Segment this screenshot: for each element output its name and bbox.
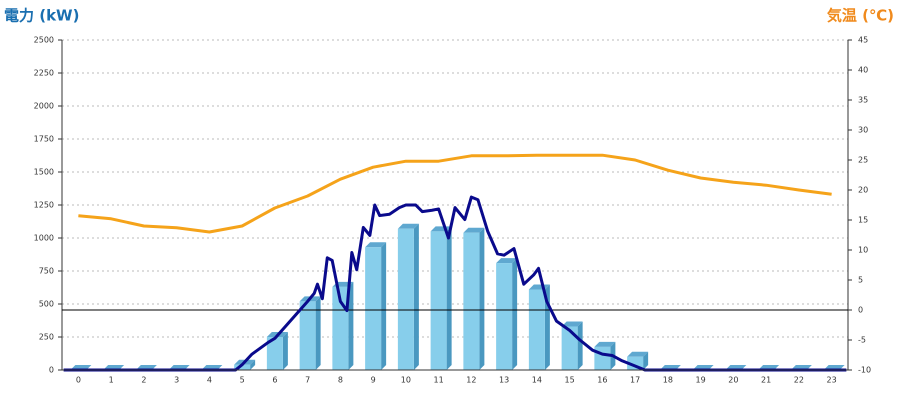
bar-side [315,296,321,370]
x-tick-label: 17 [630,376,640,385]
x-tick-label: 7 [305,376,310,385]
y2-tick-label: -5 [858,336,866,345]
bar-top [496,258,518,264]
x-tick-label: 22 [794,376,804,385]
y2-tick-label: 20 [858,186,868,195]
bar [365,247,382,370]
bar-top [397,223,419,229]
x-tick-label: 6 [272,376,277,385]
bar-side [643,351,649,370]
bar-side [250,359,256,370]
x-tick-label: 14 [532,376,542,385]
y-tick-label: 0 [49,366,54,375]
x-tick-label: 3 [174,376,179,385]
x-tick-label: 8 [338,376,343,385]
y2-tick-label: 10 [858,246,868,255]
y-tick-label: 500 [39,300,54,309]
line [78,153,832,234]
y-tick-label: 1500 [34,168,54,177]
y-tick-label: 1750 [34,135,54,144]
y2-tick-label: 25 [858,156,868,165]
bar [397,228,414,370]
x-tick-label: 12 [466,376,476,385]
x-tick-label: 5 [240,376,245,385]
bar-top [561,321,583,327]
bar [430,231,447,370]
x-tick-label: 11 [434,376,444,385]
y2-tick-label: 30 [858,126,868,135]
x-tick-label: 1 [109,376,114,385]
bar-top [365,242,387,248]
y2-tick-label: 15 [858,216,868,225]
bar [234,364,251,370]
bar-side [282,332,288,370]
y2-tick-label: 35 [858,96,868,105]
bar-top [594,341,616,347]
y2-axis-title: 気温 (℃) [827,7,894,25]
bar [496,263,513,370]
y2-tick-label: 45 [858,36,868,45]
x-tick-label: 19 [696,376,706,385]
y-tick-label: 1000 [34,234,54,243]
bar [299,301,316,370]
y2-tick-label: 0 [858,306,863,315]
x-tick-label: 4 [207,376,212,385]
x-tick-label: 9 [371,376,376,385]
y-tick-label: 750 [39,267,54,276]
bar-top [463,227,485,233]
bar-side [577,321,583,370]
y-tick-label: 2500 [34,36,54,45]
x-tick-label: 2 [141,376,146,385]
x-tick-label: 23 [827,376,837,385]
y2-tick-label: 5 [858,276,863,285]
bar-top [627,351,649,357]
x-tick-label: 16 [597,376,607,385]
x-tick-label: 0 [76,376,81,385]
bar [266,337,283,370]
bar-side [512,258,518,370]
y-axis-title: 電力 (kW) [4,7,79,25]
bar-side [413,223,419,370]
y-tick-label: 1250 [34,201,54,210]
y2-tick-label: -10 [858,366,871,375]
bar [561,326,578,370]
x-tick-label: 13 [499,376,509,385]
bar-side [381,242,387,370]
x-tick-label: 10 [401,376,411,385]
y-tick-label: 250 [39,333,54,342]
y-tick-label: 2000 [34,102,54,111]
bar-side [479,227,485,370]
bar [463,232,480,370]
x-tick-label: 18 [663,376,673,385]
bar-side [348,281,354,370]
y-tick-label: 2250 [34,69,54,78]
bar [528,289,545,370]
y2-tick-label: 40 [858,66,868,75]
x-tick-label: 15 [565,376,575,385]
line [63,195,847,372]
bar-side [446,226,452,370]
x-tick-label: 21 [761,376,771,385]
x-tick-label: 20 [728,376,738,385]
